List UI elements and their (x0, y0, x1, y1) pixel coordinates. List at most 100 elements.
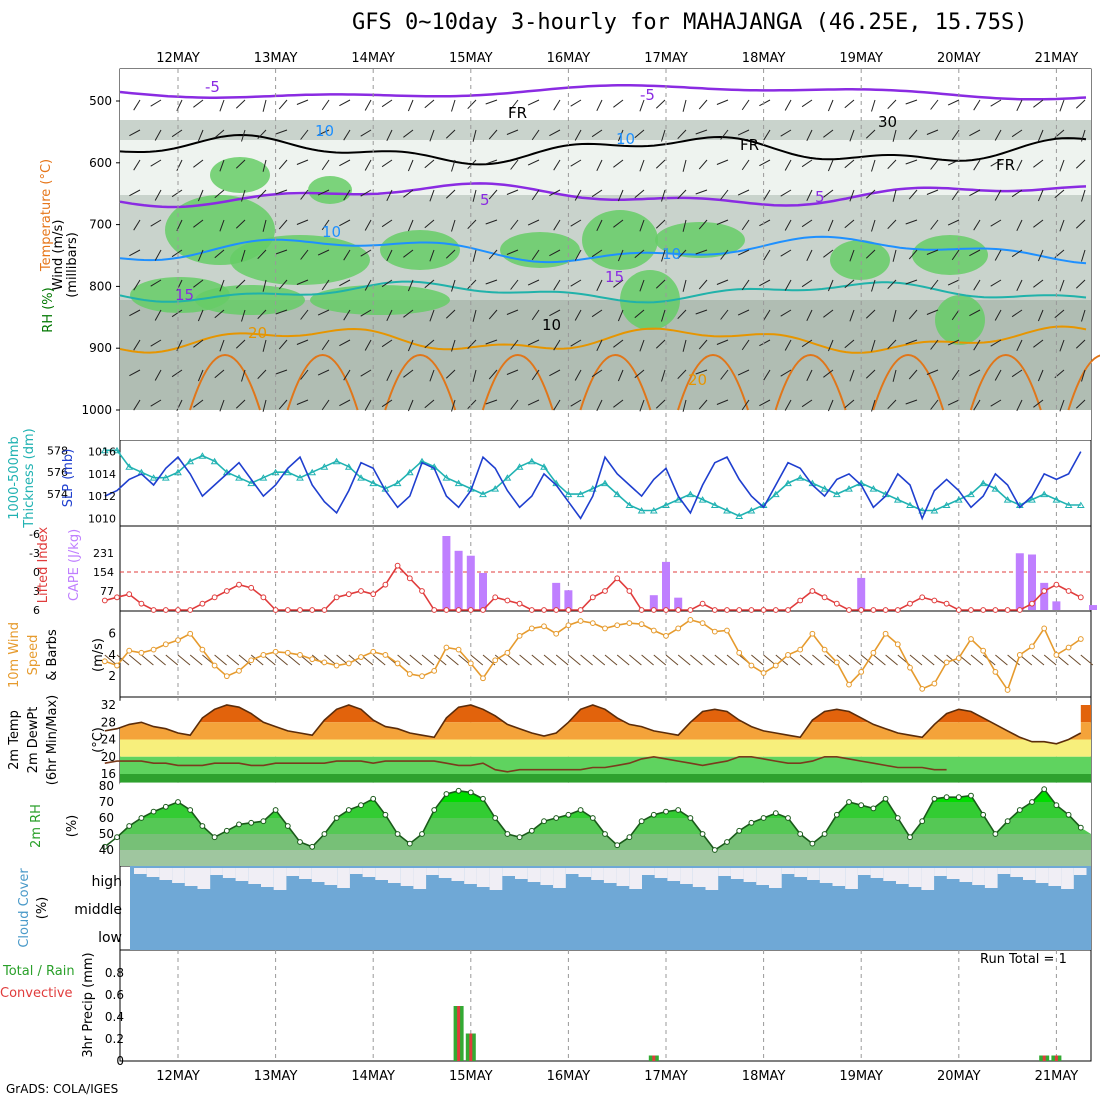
rh2m-line-point (1016, 807, 1023, 813)
lifted-index-line-point (894, 607, 901, 613)
slp-line (104, 451, 1082, 521)
rh2m-line-point (614, 842, 621, 849)
rh2m-line-point (980, 811, 987, 818)
lifted-index-line-point (1016, 607, 1023, 613)
cloud-level-label: middle (74, 902, 122, 918)
wind10-line-point (724, 627, 730, 634)
wind10-barb (690, 654, 703, 666)
temp-band (120, 739, 1091, 757)
temp2m-unit: (°C) (91, 727, 106, 753)
cloud-panel: high middle low (74, 866, 1091, 950)
cloud-high-bar (388, 868, 401, 883)
thickness-line-point (832, 490, 841, 498)
cloud-high-bar (921, 868, 935, 890)
cloud-high-bar (476, 868, 490, 887)
cloud-high-bar (845, 868, 858, 889)
rh2m-line-point (626, 834, 633, 841)
wind10-line-point (675, 625, 682, 632)
rh2m-label: 2m RH (29, 804, 44, 848)
cloud-high-bar (832, 868, 846, 886)
date-label-bottom: 13MAY (254, 1069, 298, 1084)
lifted-index-line-point (602, 588, 608, 594)
rh-green-area (912, 235, 988, 275)
date-label-bottom: 15MAY (449, 1069, 493, 1084)
rh-band (120, 850, 1091, 866)
slp-tick-label: 1014 (88, 468, 116, 481)
rh-green-area (195, 285, 305, 315)
wind10-barb (531, 654, 545, 666)
wind10-line-point (345, 660, 352, 667)
cloud-high-bar (629, 868, 642, 889)
rh2m-line-point (675, 807, 682, 813)
wind10-barb (568, 654, 581, 666)
temp2m-tick-label: 28 (101, 715, 116, 729)
wind10-label-1: 10m Wind (7, 622, 22, 688)
rh-green-area (935, 295, 985, 345)
wind10-barb (616, 654, 630, 666)
rh2m-line-point (748, 819, 755, 826)
thickness-tick-label: 576 (47, 466, 68, 479)
thickness-line-point (320, 463, 329, 470)
lifted-index-line-point (175, 607, 181, 613)
run-total: Run Total = 1 (980, 952, 1067, 967)
isotherm-25-arch (677, 354, 749, 411)
lifted-index-line-point (455, 607, 462, 613)
thickness-line-point (100, 446, 109, 454)
thickness-line-point (235, 474, 243, 481)
thickness-line-point (893, 496, 902, 503)
thickness-line-point (405, 468, 414, 476)
isotherm-25-arch (286, 354, 359, 411)
isotherm-25-arch (579, 354, 652, 411)
wind10-barb (1031, 654, 1045, 666)
cloud-high-bar (972, 868, 985, 885)
thickness-tick-label: 578 (47, 444, 68, 457)
rh-mask (104, 782, 1092, 850)
rh2m-line-point (809, 840, 816, 847)
cloud-high-bar (159, 868, 173, 880)
cloud-high-bar (819, 868, 833, 883)
rh2m-line-point (162, 803, 169, 810)
cloud-high-bar (261, 868, 274, 887)
wind10-barb (580, 654, 593, 666)
cloud-high-bar (1073, 868, 1087, 875)
wind10-line-point (1041, 625, 1048, 632)
lifted-index-line-point (650, 607, 657, 613)
rh-green-area (310, 285, 450, 315)
cloud-high-bar (870, 868, 884, 878)
cloud-high-bar (134, 868, 147, 874)
thickness-line-point (930, 507, 939, 514)
cloud-high-bar (413, 868, 427, 889)
rh2m-line-point (480, 795, 486, 802)
upper-air-panel: 500 600 700 800 900 1000 -5 -5 5 5 10 10 15 15 20 20 FR F… (81, 69, 1100, 440)
lifted-index-line-point (467, 607, 474, 613)
wind10-line-point (138, 649, 145, 656)
cape-bar (674, 597, 683, 610)
thickness-line-point (174, 468, 182, 476)
lifted-index-line-point (907, 600, 913, 607)
wind10-barb (470, 654, 484, 666)
cloud-high-bar (540, 868, 554, 885)
cloud-high-bar (857, 868, 871, 875)
contour-label: 5 (815, 188, 825, 206)
lifted-index-line-point (345, 591, 352, 598)
contour-label: 10 (322, 223, 341, 241)
millibar-axis-label: (millibars) (65, 232, 80, 298)
wind10-barb (860, 654, 874, 666)
wind10-line-point (114, 662, 120, 669)
wind10-line-point (284, 649, 291, 656)
slp-panel: 1016 1014 1012 1010 578 576 574 (47, 444, 1085, 525)
cloud-high-bar (565, 868, 579, 874)
lifted-index-line-point (394, 562, 401, 569)
rh2m-line-point (565, 811, 572, 818)
thickness-line-point (271, 468, 280, 476)
lifted-index-line-point (211, 594, 218, 601)
lifted-index-line-point (199, 600, 206, 607)
isotherm-25-arch (969, 354, 1042, 411)
thickness-line-point (686, 490, 695, 498)
wind10-barb (372, 654, 386, 666)
wind10-barb (141, 654, 154, 666)
wind10-line-point (187, 630, 194, 637)
cloud-high-bar (667, 868, 681, 881)
rh2m-line-point (541, 818, 547, 825)
thickness-line-point (357, 474, 365, 481)
